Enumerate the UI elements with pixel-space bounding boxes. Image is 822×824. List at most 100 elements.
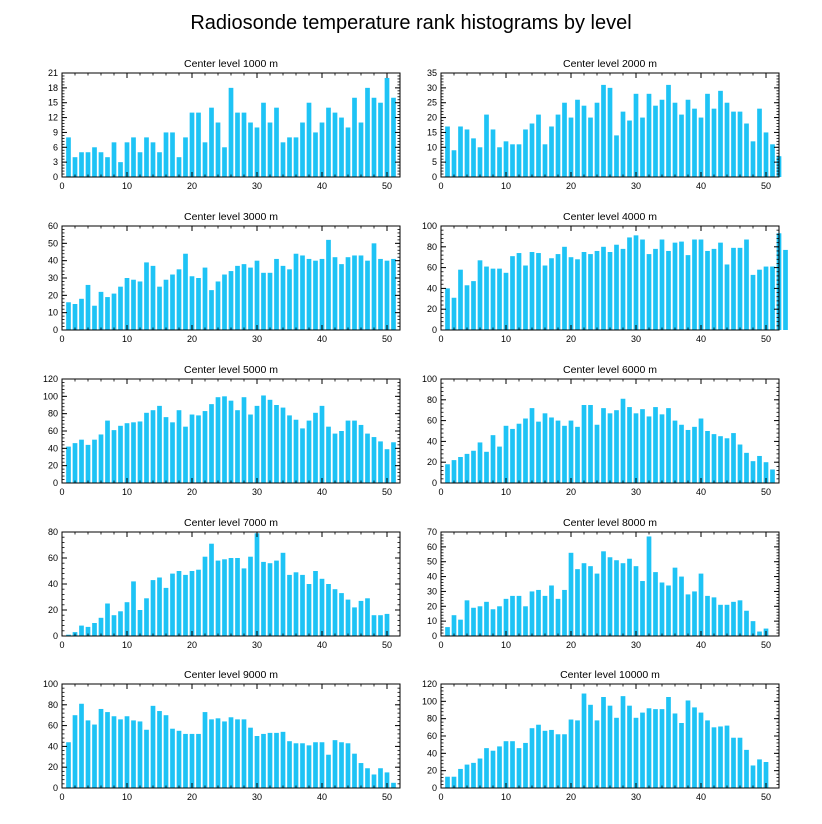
histogram-bar [750, 621, 756, 636]
histogram-bar [280, 265, 286, 330]
histogram-bar [248, 727, 253, 788]
chart-panel-7: Center level 7000 m 0 10 20 30 40 50 0 20 40 60 80 [48, 517, 401, 650]
histogram-bar [378, 615, 383, 636]
histogram-bar [653, 709, 658, 788]
histogram-bar [744, 452, 749, 483]
y-tick-label: 10 [427, 616, 437, 626]
histogram-bar [157, 286, 162, 330]
y-tick-label: 100 [422, 221, 437, 231]
histogram-bar [510, 595, 515, 636]
histogram-bar [529, 591, 535, 636]
y-tick-label: 5 [432, 157, 437, 167]
histogram-bar [627, 558, 632, 636]
histogram-bar [679, 576, 684, 636]
histogram-bar [607, 252, 613, 330]
histogram-bar [646, 708, 652, 788]
histogram-bar [523, 742, 528, 788]
histogram-bar [757, 108, 762, 177]
histogram-bar [659, 582, 665, 636]
histogram-bar [516, 748, 522, 788]
histogram-bar [536, 114, 541, 177]
histogram-bar [633, 413, 639, 483]
histogram-bar [542, 413, 548, 483]
histogram-bar [705, 250, 710, 330]
histogram-bar [189, 414, 195, 483]
histogram-bar [692, 591, 697, 636]
y-tick-label: 20 [427, 304, 437, 314]
histogram-bar [555, 420, 561, 483]
histogram-bar [757, 269, 762, 330]
x-tick-label: 10 [122, 181, 132, 191]
histogram-bar [503, 141, 509, 177]
histogram-bar [293, 253, 299, 330]
histogram-bar [352, 753, 357, 788]
histogram-bar [614, 560, 619, 636]
x-tick-label: 30 [631, 640, 641, 650]
histogram-bar [111, 293, 117, 330]
y-tick-label: 3 [53, 157, 58, 167]
x-tick-label: 0 [438, 334, 443, 344]
y-tick-label: 25 [427, 98, 437, 108]
histogram-bar [332, 589, 338, 636]
y-tick-label: 80 [427, 242, 437, 252]
histogram-bar [150, 265, 156, 330]
histogram-bar [150, 705, 156, 788]
histogram-bar [293, 137, 299, 177]
histogram-bar [326, 239, 331, 330]
histogram-bar [371, 437, 377, 483]
histogram-bar [477, 606, 483, 636]
histogram-bar [183, 137, 188, 177]
histogram-bar [685, 99, 691, 177]
histogram-bar [105, 603, 110, 636]
y-tick-label: 0 [432, 783, 437, 793]
histogram-bar [594, 573, 600, 636]
histogram-bar [332, 740, 338, 788]
histogram-bar [384, 772, 390, 788]
x-tick-label: 20 [187, 181, 197, 191]
panel-title: Center level 3000 m [184, 211, 278, 223]
histogram-bar [620, 398, 626, 483]
histogram-bar [510, 144, 515, 177]
histogram-bar [490, 268, 496, 330]
histogram-bar [144, 729, 149, 788]
histogram-bar [679, 114, 684, 177]
histogram-bar [326, 754, 331, 788]
histogram-bar [451, 615, 457, 636]
histogram-bar [274, 405, 279, 483]
histogram-bar [471, 450, 476, 483]
histogram-bar [66, 634, 71, 636]
histogram-bar [568, 420, 574, 483]
histogram-bar [542, 265, 548, 330]
histogram-bar [451, 150, 457, 177]
histogram-bar [620, 696, 626, 788]
histogram-bar [124, 602, 130, 636]
y-tick-label: 80 [48, 409, 58, 419]
x-tick-label: 50 [382, 640, 392, 650]
histogram-bar [497, 446, 502, 483]
histogram-bar [358, 255, 364, 330]
histogram-bar [274, 258, 279, 330]
histogram-bar [66, 137, 71, 177]
histogram-bar [555, 734, 561, 788]
histogram-bar [248, 556, 253, 636]
histogram-bar [607, 705, 613, 788]
histogram-bar [98, 708, 104, 788]
x-tick-label: 0 [59, 792, 64, 802]
histogram-bar [196, 415, 201, 483]
histogram-bar [196, 569, 201, 636]
histogram-bar [313, 412, 318, 483]
histogram-bar [659, 709, 665, 788]
histogram-bar [549, 585, 554, 636]
histogram-bar [228, 87, 234, 177]
histogram-bar [287, 415, 292, 483]
histogram-bar [85, 284, 91, 330]
histogram-bar [170, 422, 175, 483]
histogram-bar [222, 721, 227, 788]
histogram-bar [607, 557, 613, 636]
histogram-bar [79, 703, 84, 788]
histogram-bar [731, 433, 736, 483]
histogram-bar [131, 720, 136, 788]
histogram-bar [183, 733, 188, 788]
x-tick-label: 40 [317, 334, 327, 344]
histogram-bar [666, 408, 671, 483]
